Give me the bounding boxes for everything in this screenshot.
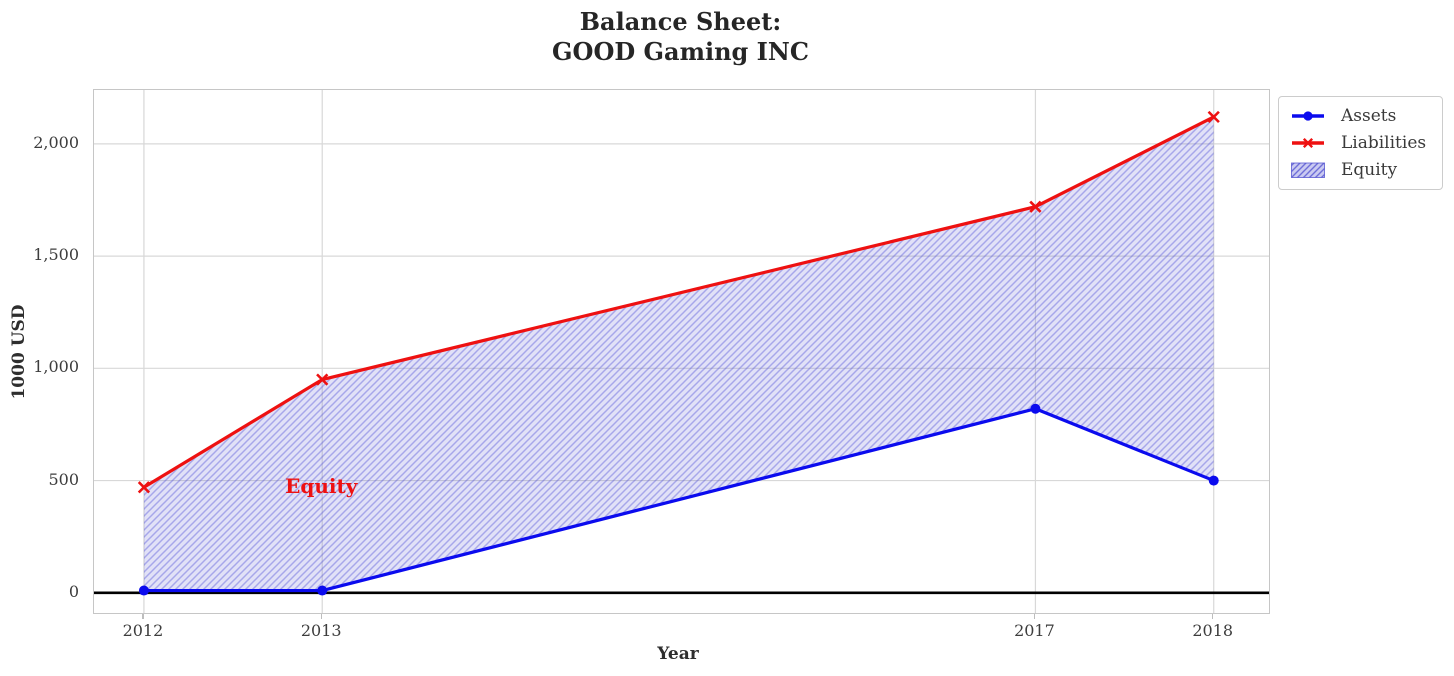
y-tick-label: 1,500 <box>33 245 79 265</box>
legend-item-equity: Equity <box>1290 156 1432 183</box>
liabilities-marker <box>316 373 329 386</box>
legend-label-liabilities: Liabilities <box>1341 132 1427 153</box>
y-tick-label: 0 <box>68 581 79 601</box>
assets-line <box>143 407 1215 593</box>
equity-area <box>143 116 1214 591</box>
x-tick-label: 2012 <box>122 621 164 640</box>
plot-area <box>93 89 1270 614</box>
x-axis-label: Year <box>657 644 699 664</box>
equity-annotation: Equity <box>285 474 358 499</box>
assets-marker <box>138 585 149 596</box>
x-tick-label: 2018 <box>1192 621 1234 640</box>
y-tick-label: 500 <box>48 469 79 489</box>
legend-label-equity: Equity <box>1341 159 1398 180</box>
assets-marker <box>317 585 328 596</box>
liabilities-line-swatch <box>1292 137 1324 148</box>
liabilities-line <box>143 115 1215 489</box>
x-tick-label: 2013 <box>300 621 342 640</box>
legend-item-liabilities: Liabilities <box>1290 129 1432 156</box>
chart-title-line2: GOOD Gaming INC <box>552 37 809 66</box>
x-tick-label: 2017 <box>1014 621 1055 640</box>
legend: Assets Liabilities Equity <box>1278 96 1443 190</box>
y-tick-label: 2,000 <box>33 132 79 152</box>
chart-title: Balance Sheet: GOOD Gaming INC <box>0 7 1361 67</box>
chart-canvas <box>94 90 1269 613</box>
assets-line-swatch <box>1292 110 1324 121</box>
x-tick-mark <box>142 613 144 619</box>
chart-title-line1: Balance Sheet: <box>579 7 782 36</box>
equity-patch-swatch <box>1291 162 1325 178</box>
liabilities-marker <box>1207 110 1220 124</box>
liabilities-marker <box>137 481 151 494</box>
y-axis-label: 1000 USD <box>9 304 29 400</box>
x-tick-mark <box>320 613 322 619</box>
x-tick-mark <box>1033 613 1036 619</box>
legend-label-assets: Assets <box>1341 105 1397 126</box>
y-tick-label: 1,000 <box>33 357 79 377</box>
x-tick-mark <box>1212 613 1214 619</box>
assets-marker <box>1208 475 1219 486</box>
assets-marker <box>1030 403 1041 414</box>
legend-item-assets: Assets <box>1290 102 1432 129</box>
liabilities-marker <box>1029 200 1042 213</box>
